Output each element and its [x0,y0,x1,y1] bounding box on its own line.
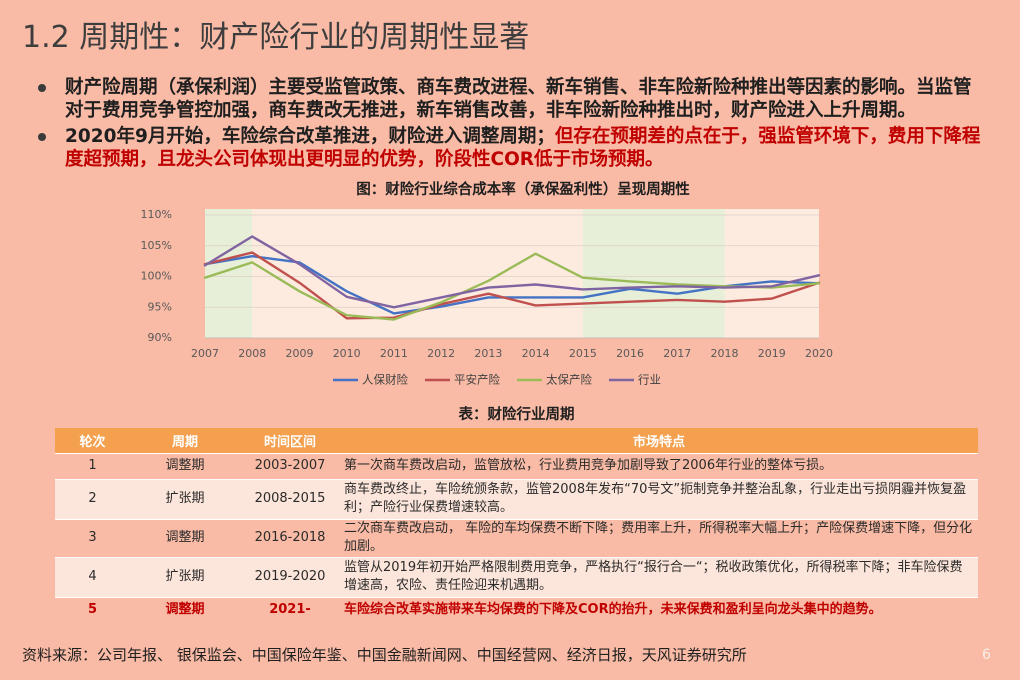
x-tick-label: 2018 [711,347,739,360]
x-tick-label: 2017 [663,347,691,360]
table-row: 3 调整期 2016-2018 二次商车费改启动， 车险的车均保费不断下降；费用… [55,518,978,557]
page-number: 6 [982,647,991,663]
header-interval: 时间区间 [240,428,340,453]
header-features: 市场特点 [340,428,978,453]
line-chart: 90% 95% 100% 105% 110% 2007 2008 2009 2010 2011 20… [141,208,833,387]
bullet-dot [38,133,46,141]
x-tick-label: 2013 [474,347,502,360]
cell-period: 调整期 [130,596,240,622]
series-line-1 [203,251,821,320]
x-tick-label: 2012 [427,347,455,360]
table-row-highlight: 5 调整期 2021- 车险综合改革实施带来车均保费的下降及COR的抬升，未来保… [55,596,978,622]
y-tick-label: 110% [141,208,172,221]
cell-features: 第一次商车费改启动，监管放松，行业费用竞争加剧导致了2006年行业的整体亏损。 [340,452,978,479]
cell-features: 车险综合改革实施带来车均保费的下降及COR的抬升，未来保费和盈利呈向龙头集中的趋… [340,596,978,622]
cell-round: 3 [55,518,130,557]
cell-interval: 2008-2015 [240,478,340,519]
cell-period: 扩张期 [130,556,240,597]
table-header-row: 轮次 周期 时间区间 市场特点 [55,428,978,453]
header-period: 周期 [130,428,240,453]
table-row: 2 扩张期 2008-2015 商车费改终止，车险统颁条款，监管2008年发布“… [55,478,978,519]
bullet-text: 财产险周期（承保利润）主要受监管政策、商车费改进程、新车销售、非车险新险种推出等… [65,76,985,122]
cell-interval: 2019-2020 [240,556,340,597]
y-tick-label: 100% [141,270,172,283]
bullet-text-normal: 2020年9月开始，车险综合改革推进，财险进入调整周期； [65,126,555,147]
table-row: 1 调整期 2003-2007 第一次商车费改启动，监管放松，行业费用竞争加剧导… [55,452,978,479]
cycle-table: 轮次 周期 时间区间 市场特点 1 调整期 2003-2007 第一次商车费改启… [55,428,978,622]
cell-interval: 2016-2018 [240,518,340,557]
highlight-band [205,209,253,338]
cell-round: 5 [55,596,130,622]
bullet-text-normal: 财产险周期（承保利润）主要受监管政策、商车费改进程、新车销售、非车险新险种推出等… [65,77,972,121]
cell-period: 扩张期 [130,478,240,519]
x-tick-label: 2009 [285,347,313,360]
cell-round: 4 [55,556,130,597]
y-tick-label: 95% [148,300,172,313]
x-tick-label: 2010 [333,347,361,360]
x-tick-label: 2020 [805,347,833,360]
x-tick-label: 2019 [758,347,786,360]
source-note: 资料来源：公司年报、 银保监会、中国保险年鉴、中国金融新闻网、中国经营网、经济日… [22,646,747,664]
bullet-dot [38,84,46,92]
bullet-text-emphasis: 但存在预期差的点在于，强监管环境下，费用下降程度超预期，且龙头公司体现出更明显的… [65,126,981,170]
x-tick-label: 2016 [616,347,644,360]
bullet-item: 财产险周期（承保利润）主要受监管政策、商车费改进程、新车销售、非车险新险种推出等… [36,76,988,122]
table-row: 4 扩张期 2019-2020 监管从2019年初开始严格限制费用竞争，严格执行… [55,556,978,597]
cell-period: 调整期 [130,452,240,479]
x-tick-label: 2008 [238,347,266,360]
x-tick-label: 2007 [191,347,219,360]
x-tick-label: 2015 [569,347,597,360]
slide-title: 1.2 周期性：财产险行业的周期性显著 [22,20,530,55]
legend-label: 太保产险 [546,373,592,387]
cell-round: 1 [55,452,130,479]
series-line-2 [203,252,821,321]
legend-label: 人保财险 [362,373,408,387]
series-line-3 [203,235,821,309]
y-tick-label: 90% [148,331,172,344]
legend-label: 平安产险 [454,373,500,387]
cell-interval: 2003-2007 [240,452,340,479]
cell-features: 二次商车费改启动， 车险的车均保费不断下降；费用率上升，所得税率大幅上升；产险保… [340,518,978,557]
cell-round: 2 [55,478,130,519]
highlight-band [582,209,725,338]
cell-features: 商车费改终止，车险统颁条款，监管2008年发布“70号文”扼制竞争并整治乱象，行… [340,478,978,519]
bullet-item: 2020年9月开始，车险综合改革推进，财险进入调整周期；但存在预期差的点在于，强… [36,125,988,171]
cell-period: 调整期 [130,518,240,557]
legend-label: 行业 [638,373,661,387]
table-title: 表：财险行业周期 [458,407,575,423]
chart-title: 图：财险行业综合成本率（承保盈利性）呈现周期性 [356,182,690,198]
y-tick-label: 105% [141,239,172,252]
x-tick-label: 2011 [380,347,408,360]
plot-area [205,209,819,338]
x-tick-label: 2014 [522,347,550,360]
cell-interval: 2021- [240,596,340,622]
bullet-text: 2020年9月开始，车险综合改革推进，财险进入调整周期；但存在预期差的点在于，强… [65,125,985,171]
cell-features: 监管从2019年初开始严格限制费用竞争，严格执行“报行合一“；税收政策优化，所得… [340,556,978,597]
header-round: 轮次 [55,428,130,453]
